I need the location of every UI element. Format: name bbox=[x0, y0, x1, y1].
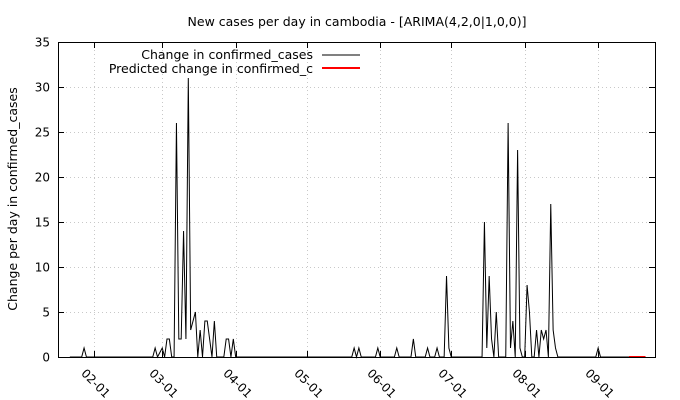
y-tick-label: 0 bbox=[42, 351, 50, 365]
legend: Change in confirmed_cases Predicted chan… bbox=[109, 47, 360, 76]
legend-label: Change in confirmed_cases bbox=[141, 47, 313, 62]
grid-layer bbox=[58, 42, 655, 357]
x-tick-label: 06-01 bbox=[364, 366, 399, 400]
x-tick-label: 09-01 bbox=[582, 366, 617, 400]
y-tick-label: 15 bbox=[35, 216, 50, 230]
axis-layer: 0 5 10 15 20 25 30 35 02-01 03-01 04-01 05-01 06-01 0… bbox=[35, 36, 655, 400]
series-layer bbox=[69, 77, 646, 359]
x-tick-label: 08-01 bbox=[509, 366, 544, 400]
series-line-confirmed-cases bbox=[69, 77, 629, 359]
y-tick-label: 20 bbox=[35, 171, 50, 185]
y-axis-label: Change per day in confirmed_cases bbox=[5, 87, 20, 310]
chart-title: New cases per day in cambodia - [ARIMA(4… bbox=[188, 14, 527, 29]
x-tick-label: 04-01 bbox=[220, 366, 255, 400]
y-tick-label: 30 bbox=[35, 81, 50, 95]
y-tick-label: 10 bbox=[35, 261, 50, 275]
y-tick-label: 25 bbox=[35, 126, 50, 140]
x-tick-label: 02-01 bbox=[78, 366, 113, 400]
x-tick-label: 07-01 bbox=[435, 366, 470, 400]
legend-label: Predicted change in confirmed_c bbox=[109, 61, 313, 76]
x-tick-label: 03-01 bbox=[146, 366, 181, 400]
legend-entry: Change in confirmed_cases bbox=[141, 47, 360, 62]
y-tick-label: 35 bbox=[35, 36, 50, 50]
plot-frame bbox=[58, 42, 656, 358]
y-tick-label: 5 bbox=[42, 306, 50, 320]
x-tick-label: 05-01 bbox=[291, 366, 326, 400]
legend-entry: Predicted change in confirmed_c bbox=[109, 61, 360, 76]
